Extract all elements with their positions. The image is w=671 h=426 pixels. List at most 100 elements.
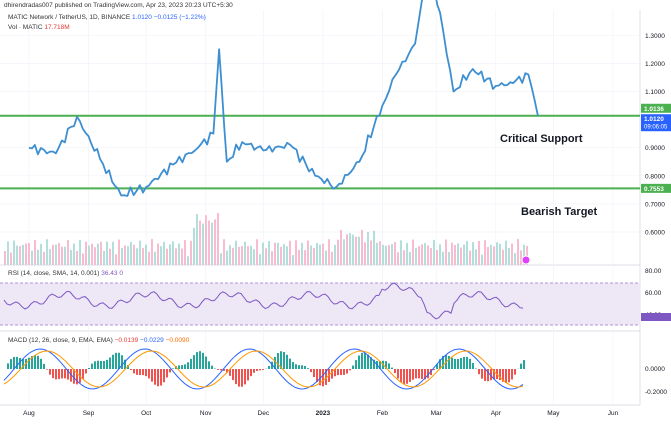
volume-bar (502, 250, 504, 265)
macd-legend: MACD (12, 26, close, 9, EMA, EMA) −0.013… (8, 337, 189, 344)
volume-bar (100, 242, 102, 265)
price-tick-label: 1.3000 (645, 33, 665, 40)
volume-bar (121, 248, 123, 265)
volume-bar (244, 242, 246, 265)
volume-bar (205, 215, 207, 265)
rsi-label: RSI (14, close, SMA, 14, 0.001) (8, 270, 99, 277)
macd-pane (4, 349, 525, 389)
volume-bar (70, 250, 72, 265)
volume-bar (382, 245, 384, 265)
price-tick-label: 0.8000 (645, 173, 665, 180)
volume-bar (10, 253, 12, 265)
volume-bar (283, 244, 285, 265)
price-tick-label: 1.2000 (645, 61, 665, 68)
macd-histogram-bar (241, 369, 243, 387)
time-tick-label: Dec (258, 410, 270, 417)
volume-bar (160, 246, 162, 265)
macd-histogram-bar (337, 369, 339, 375)
volume-bar (94, 247, 96, 265)
macd-histogram-bar (403, 369, 405, 384)
rsi-value-badge (641, 313, 671, 321)
volume-bar (493, 246, 495, 265)
volume-bar (91, 244, 93, 265)
volume-bar (190, 241, 192, 265)
macd-histogram-bar (94, 361, 96, 369)
volume-bar (514, 253, 516, 265)
macd-histogram-bar (481, 369, 483, 379)
macd-histogram-bar (97, 361, 99, 369)
volume-bar (37, 250, 39, 265)
volume-bar (217, 213, 219, 265)
macd-histogram-bar (514, 369, 516, 375)
volume-bar (289, 241, 291, 265)
price-series (29, 0, 538, 196)
current-price-badge-countdown: 09:06:05 (644, 125, 668, 131)
macd-histogram-bar (247, 369, 249, 380)
volume-bar (181, 249, 183, 265)
macd-histogram-bar (253, 369, 255, 373)
volume-bar (337, 240, 339, 265)
volume-bar (13, 240, 15, 265)
volume-bar (142, 248, 144, 265)
volume-bar (442, 252, 444, 265)
macd-histogram-bar (55, 369, 57, 379)
volume-bar (112, 242, 114, 265)
volume-bar (76, 251, 78, 265)
macd-histogram-bar (208, 361, 210, 369)
macd-histogram-bar (340, 369, 342, 375)
macd-histogram-bar (358, 356, 360, 369)
macd-histogram-bar (154, 369, 156, 385)
volume-bar (139, 241, 141, 265)
macd-histogram-bar (115, 353, 117, 369)
macd-histogram-bar (151, 369, 153, 382)
macd-histogram-bar (136, 369, 138, 375)
volume-bar (232, 248, 234, 265)
volume-bar (379, 241, 381, 265)
volume-bar (481, 255, 483, 265)
macd-histogram-bar (460, 358, 462, 369)
volume-bar (430, 248, 432, 265)
macd-tick-label: 0.0000 (645, 366, 665, 373)
volume-bar (259, 254, 261, 265)
volume-value: 17.718M (44, 24, 69, 31)
macd-histogram-bar (142, 369, 144, 375)
symbol-name: MATIC Network / TetherUS, 1D, BINANCE (8, 14, 130, 21)
macd-histogram-bar (310, 369, 312, 372)
volume-bar (4, 251, 6, 265)
macd-histogram-bar (322, 369, 324, 386)
volume-bar (178, 244, 180, 265)
macd-histogram-bar (361, 353, 363, 369)
volume-bar (46, 239, 48, 265)
volume-bar (238, 247, 240, 265)
time-tick-label: Sep (83, 410, 95, 417)
macd-histogram-bar (34, 355, 36, 369)
volume-bar (370, 240, 372, 265)
volume-bar (421, 244, 423, 265)
volume-bar (499, 244, 501, 265)
volume-bar (445, 239, 447, 265)
time-tick-label: Aug (23, 410, 35, 417)
volume-bar (436, 250, 438, 265)
volume-bar (52, 245, 54, 265)
volume-bar (40, 244, 42, 265)
macd-histogram-bar (295, 364, 297, 369)
volume-bar (508, 248, 510, 265)
volume-bar (274, 243, 276, 265)
volume-bar (460, 248, 462, 265)
volume-bar (55, 244, 57, 265)
volume-bar (214, 219, 216, 265)
volume-bar (301, 243, 303, 265)
volume-bar (103, 251, 105, 265)
volume-bar (412, 240, 414, 265)
macd-histogram-bar (64, 369, 66, 378)
volume-bar (16, 246, 18, 265)
volume-bar (211, 223, 213, 265)
time-tick-label: Nov (200, 410, 212, 417)
volume-bar (415, 248, 417, 265)
volume-bar (241, 246, 243, 265)
volume-bar (58, 243, 60, 265)
rsi-legend: RSI (14, close, SMA, 14, 0.001) 36.43 0 (8, 270, 123, 277)
macd-histogram-bar (478, 369, 480, 374)
volume-bar (385, 246, 387, 265)
macd-histogram-bar (202, 353, 204, 369)
